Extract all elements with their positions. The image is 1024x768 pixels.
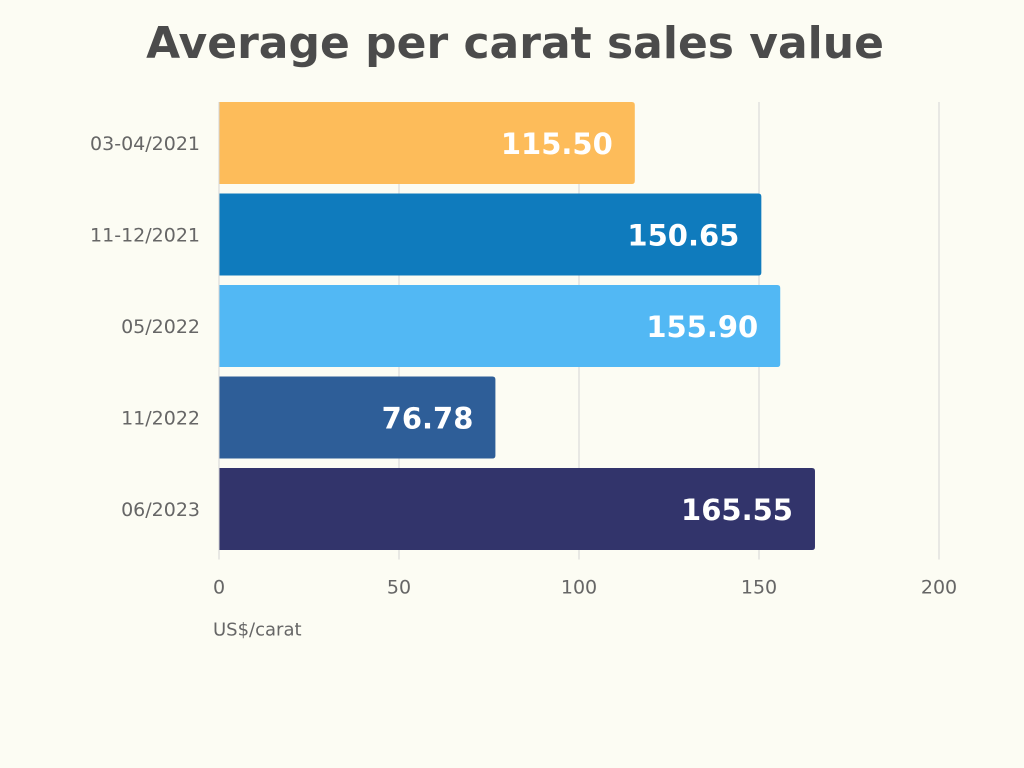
bar-value-label-0: 115.50 bbox=[501, 127, 613, 161]
x-tick-label-1: 50 bbox=[387, 577, 411, 599]
bar-3 bbox=[219, 376, 496, 459]
category-label-3: 11/2022 bbox=[121, 408, 200, 430]
category-label-2: 05/2022 bbox=[121, 316, 200, 338]
bar-2 bbox=[219, 285, 781, 367]
chart-title: Average per carat sales value bbox=[146, 18, 884, 69]
x-tick-label-4: 200 bbox=[921, 577, 957, 599]
bar-value-label-4: 165.55 bbox=[681, 493, 793, 527]
bar-value-label-2: 155.90 bbox=[646, 310, 758, 344]
bar-value-label-1: 150.65 bbox=[627, 219, 739, 253]
x-tick-label-3: 150 bbox=[741, 577, 777, 599]
category-label-1: 11-12/2021 bbox=[90, 225, 200, 247]
bar-value-label-3: 76.78 bbox=[382, 402, 474, 436]
x-tick-label-2: 100 bbox=[561, 577, 597, 599]
x-tick-label-0: 0 bbox=[213, 577, 225, 599]
x-axis-unit-label: US$/carat bbox=[213, 620, 302, 641]
category-label-4: 06/2023 bbox=[121, 499, 200, 521]
bar-4 bbox=[219, 468, 815, 550]
bar-1 bbox=[219, 193, 762, 276]
bar-0 bbox=[219, 102, 635, 184]
category-label-0: 03-04/2021 bbox=[90, 133, 200, 155]
